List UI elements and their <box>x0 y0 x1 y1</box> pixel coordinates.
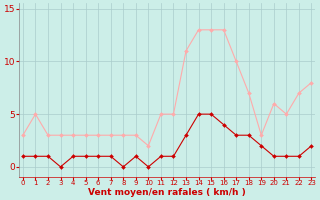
X-axis label: Vent moyen/en rafales ( km/h ): Vent moyen/en rafales ( km/h ) <box>88 188 246 197</box>
